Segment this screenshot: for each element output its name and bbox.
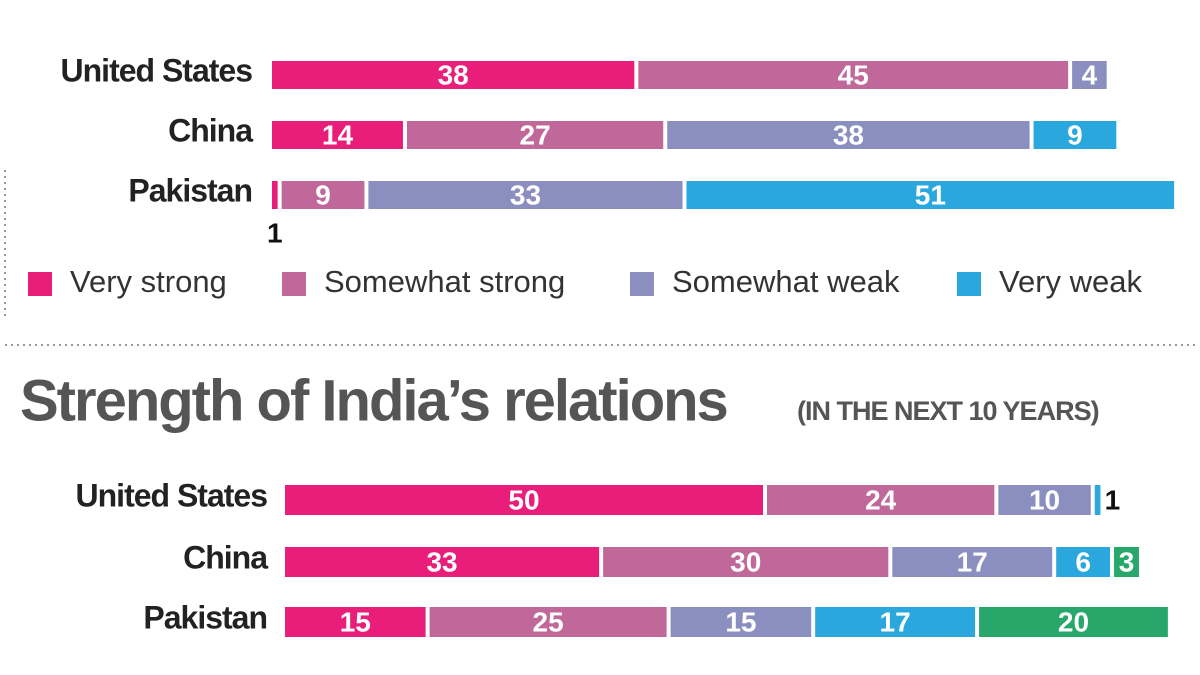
legend-swatch — [957, 272, 981, 296]
value-label: 15 — [340, 606, 371, 637]
value-label: 33 — [510, 179, 541, 210]
value-label: 1 — [1105, 484, 1121, 515]
value-label: 14 — [322, 119, 354, 150]
category-label: United States — [76, 477, 268, 513]
value-label: 6 — [1075, 546, 1091, 577]
value-label: 38 — [833, 119, 864, 150]
bar-segment — [767, 485, 995, 515]
category-label: China — [183, 539, 268, 575]
value-label: 24 — [865, 484, 897, 515]
value-label: 17 — [880, 606, 911, 637]
category-label: China — [168, 112, 253, 148]
bar-segment — [670, 607, 812, 637]
value-label: 51 — [915, 179, 946, 210]
value-label: 50 — [508, 484, 539, 515]
bar-segment — [815, 607, 976, 637]
bar-segment — [892, 547, 1053, 577]
legend-label: A little — [829, 670, 912, 675]
bar-segment — [667, 121, 1030, 149]
bar-segment — [285, 485, 763, 515]
legend-label: A little — [334, 670, 417, 675]
bar-segment — [638, 61, 1069, 89]
value-label: 9 — [315, 179, 331, 210]
bar-segment — [272, 121, 403, 149]
bar-segment — [1072, 61, 1107, 89]
value-label: 1 — [267, 217, 283, 248]
bar-segment — [686, 181, 1175, 209]
bar-segment — [406, 121, 664, 149]
bar-segment — [1114, 547, 1139, 577]
category-label: United States — [61, 52, 253, 88]
value-label: 4 — [1082, 59, 1098, 90]
value-label: 15 — [725, 606, 756, 637]
legend-label: Very weak — [999, 264, 1143, 299]
bar-segment — [1056, 547, 1111, 577]
bar-segment — [1094, 485, 1101, 515]
bar-segment — [272, 181, 278, 209]
legend-label: Somewhat strong — [324, 264, 565, 299]
bar-segment — [272, 61, 635, 89]
bar-segment — [368, 181, 683, 209]
value-label: 45 — [838, 59, 869, 90]
legend-label: Very strong — [70, 264, 227, 299]
value-label: 17 — [957, 546, 988, 577]
legend-label: Somewhat weak — [672, 264, 900, 299]
category-label: Pakistan — [143, 599, 267, 635]
chart-subtitle: (IN THE NEXT 10 YEARS) — [797, 396, 1099, 426]
bar-segment — [1033, 121, 1117, 149]
value-label: 33 — [426, 546, 457, 577]
legend-label: A lot — [1080, 670, 1141, 675]
legend-label: About — [569, 670, 650, 675]
value-label: 27 — [520, 119, 551, 150]
value-label: 20 — [1058, 606, 1089, 637]
legend-label: A lot — [90, 670, 151, 675]
value-label: 30 — [730, 546, 761, 577]
legend-swatch — [28, 272, 52, 296]
value-label: 10 — [1029, 484, 1060, 515]
value-label: 38 — [438, 59, 469, 90]
bar-segment — [998, 485, 1091, 515]
bar-segment — [285, 607, 426, 637]
bar-segment — [429, 607, 667, 637]
bar-segment — [979, 607, 1168, 637]
category-label: Pakistan — [128, 172, 252, 208]
bar-segment — [285, 547, 600, 577]
value-label: 3 — [1119, 546, 1135, 577]
chart-title: Strength of India’s relations — [20, 368, 727, 433]
bar-segment — [281, 181, 365, 209]
value-label: 25 — [533, 606, 564, 637]
value-label: 9 — [1067, 119, 1083, 150]
legend-swatch — [630, 272, 654, 296]
bar-segment — [603, 547, 889, 577]
legend-swatch — [282, 272, 306, 296]
